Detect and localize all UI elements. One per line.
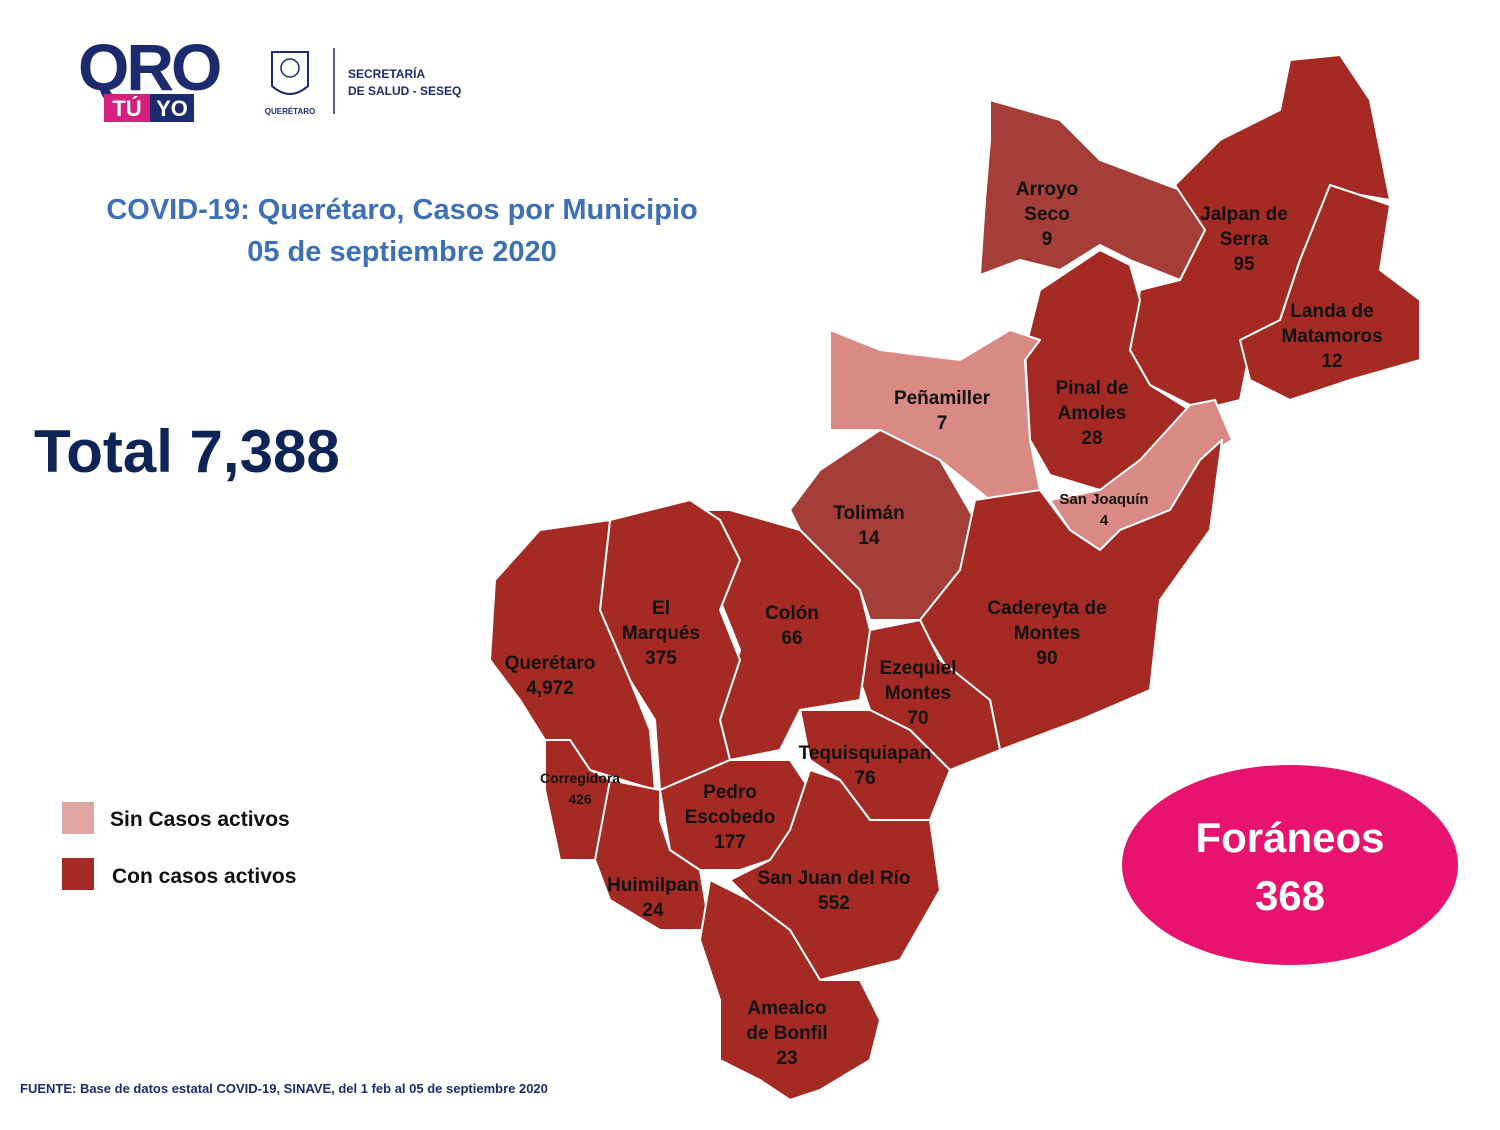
municipality-name: Seco bbox=[1024, 204, 1069, 225]
municipality-name: Tequisquiapan bbox=[799, 743, 932, 764]
municipality-name: Tolimán bbox=[833, 503, 904, 524]
foraneos-badge bbox=[1122, 765, 1458, 965]
municipality-cases: 4 bbox=[1100, 512, 1109, 529]
municipality-cases: 90 bbox=[1036, 648, 1057, 669]
municipality-cases: 76 bbox=[854, 768, 875, 789]
emblem-label: QUERÉTARO bbox=[265, 107, 316, 116]
municipality-name: Pinal de bbox=[1056, 378, 1129, 399]
emblem-detail bbox=[280, 58, 300, 78]
municipality-area bbox=[729, 769, 941, 981]
municipality-area bbox=[859, 619, 1001, 771]
municipality-name: Marqués bbox=[622, 623, 700, 644]
municipality-name: Querétaro bbox=[505, 653, 596, 674]
municipality-cases: 24 bbox=[642, 900, 664, 921]
agency-line: DE SALUD - SESEQ bbox=[348, 84, 461, 98]
municipality-name: Cadereyta de bbox=[987, 598, 1106, 619]
logo-tu-box bbox=[104, 94, 150, 122]
municipality-cases: 375 bbox=[645, 648, 677, 669]
municipality-area bbox=[979, 99, 1206, 281]
emblem bbox=[271, 51, 309, 95]
municipality-name: Arroyo bbox=[1016, 179, 1078, 200]
title: COVID-19: Querétaro, Casos por Municipio bbox=[106, 194, 697, 226]
map bbox=[489, 54, 1421, 1101]
municipality-cases: 12 bbox=[1321, 351, 1342, 372]
municipality-area bbox=[594, 779, 711, 931]
municipality-name: Escobedo bbox=[685, 807, 776, 828]
municipality-cases: 28 bbox=[1081, 428, 1102, 449]
municipality-name: Ezequiel bbox=[879, 658, 956, 679]
map-labels: Arroyo Seco 9 Jalpan de Serra 95 Landa de Matam… bbox=[505, 179, 1383, 1069]
municipality-name: Matamoros bbox=[1281, 326, 1382, 347]
municipality-cases: 95 bbox=[1233, 254, 1255, 275]
municipality-name: de Bonfil bbox=[746, 1023, 827, 1044]
municipality-area bbox=[1239, 184, 1421, 401]
foraneos-label: Foráneos bbox=[1195, 814, 1384, 861]
municipality-cases: 552 bbox=[818, 893, 850, 914]
municipality-name: Montes bbox=[1014, 623, 1081, 644]
logo-tu: TÚ bbox=[112, 96, 141, 121]
municipality-cases: 14 bbox=[858, 528, 880, 549]
municipality-cases: 426 bbox=[568, 791, 592, 807]
logo-yo: YO bbox=[156, 96, 188, 121]
municipality-name: Serra bbox=[1220, 229, 1269, 250]
municipality-name: San Joaquín bbox=[1059, 491, 1148, 508]
municipality-area bbox=[699, 879, 881, 1101]
municipality-name: Colón bbox=[765, 603, 819, 624]
legend-swatch bbox=[62, 802, 94, 834]
municipality-cases: 177 bbox=[714, 832, 746, 853]
legend-label: Sin Casos activos bbox=[110, 808, 290, 831]
municipality-cases: 4,972 bbox=[526, 678, 574, 699]
legend-label: Con casos activos bbox=[112, 865, 296, 888]
municipality-cases: 70 bbox=[907, 708, 928, 729]
municipality-name: Amealco bbox=[747, 998, 826, 1019]
agency-line: SECRETARÍA bbox=[348, 66, 425, 81]
municipality-name: Amoles bbox=[1058, 403, 1127, 424]
municipality-name: Jalpan de bbox=[1200, 204, 1288, 225]
logo-yo-box bbox=[150, 94, 194, 122]
logo-qro: QRO bbox=[78, 30, 220, 104]
subtitle: 05 de septiembre 2020 bbox=[247, 236, 557, 268]
municipality-name: Landa de bbox=[1290, 301, 1373, 322]
legend-swatch bbox=[62, 858, 94, 890]
municipality-name: Pedro bbox=[703, 782, 757, 803]
total: Total 7,388 bbox=[34, 418, 340, 485]
municipality-cases: 23 bbox=[776, 1048, 797, 1069]
municipality-name: El bbox=[652, 598, 670, 619]
municipality-name: Montes bbox=[885, 683, 952, 704]
municipality-cases: 7 bbox=[937, 413, 948, 434]
municipality-cases: 66 bbox=[781, 628, 802, 649]
municipality-name: Huimilpan bbox=[607, 875, 699, 896]
foraneos-cases: 368 bbox=[1255, 872, 1325, 919]
municipality-cases: 9 bbox=[1042, 229, 1053, 250]
source: FUENTE: Base de datos estatal COVID-19, … bbox=[20, 1081, 548, 1096]
municipality-name: Corregidora bbox=[540, 770, 620, 786]
municipality-name: Peñamiller bbox=[894, 388, 991, 409]
municipality-name: San Juan del Río bbox=[757, 868, 910, 889]
